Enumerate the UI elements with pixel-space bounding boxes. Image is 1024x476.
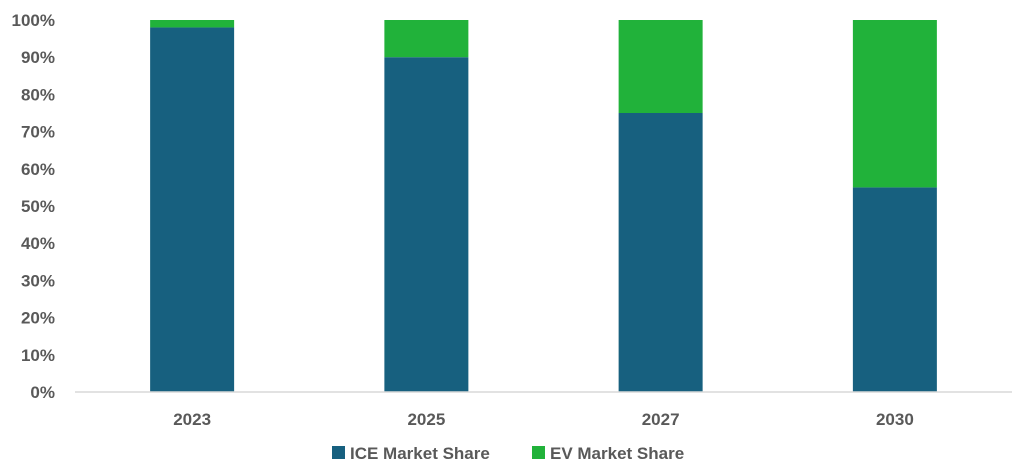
y-tick-label: 40%	[21, 234, 55, 253]
y-tick-label: 80%	[21, 85, 55, 104]
bar-ice-2027	[618, 113, 703, 392]
bar-ice-2023	[150, 27, 235, 392]
legend-swatch-ice	[332, 446, 345, 459]
x-axis: 2023 2025 2027 2030	[173, 410, 914, 429]
bars-group	[150, 20, 937, 392]
legend: ICE Market Share EV Market Share	[332, 444, 684, 463]
x-tick-label: 2025	[407, 410, 445, 429]
x-tick-label: 2027	[642, 410, 680, 429]
bar-ev-2030	[852, 20, 937, 188]
y-tick-label: 100%	[12, 11, 55, 30]
y-tick-label: 20%	[21, 309, 55, 328]
bar-ev-2023	[150, 20, 235, 28]
x-tick-label: 2023	[173, 410, 211, 429]
bar-ev-2027	[618, 20, 703, 113]
y-tick-label: 60%	[21, 160, 55, 179]
y-tick-label: 10%	[21, 346, 55, 365]
y-tick-label: 50%	[21, 197, 55, 216]
y-axis: 0% 10% 20% 30% 40% 50% 60% 70% 80% 90% 100%	[12, 11, 55, 402]
legend-swatch-ev	[532, 446, 545, 459]
bar-ice-2030	[852, 187, 937, 392]
x-tick-label: 2030	[876, 410, 914, 429]
y-tick-label: 70%	[21, 123, 55, 142]
legend-label-ev: EV Market Share	[550, 444, 684, 463]
bar-ev-2025	[384, 20, 469, 58]
legend-label-ice: ICE Market Share	[350, 444, 490, 463]
bar-ice-2025	[384, 57, 469, 392]
y-tick-label: 90%	[21, 48, 55, 67]
y-tick-label: 30%	[21, 271, 55, 290]
y-tick-label: 0%	[30, 383, 55, 402]
